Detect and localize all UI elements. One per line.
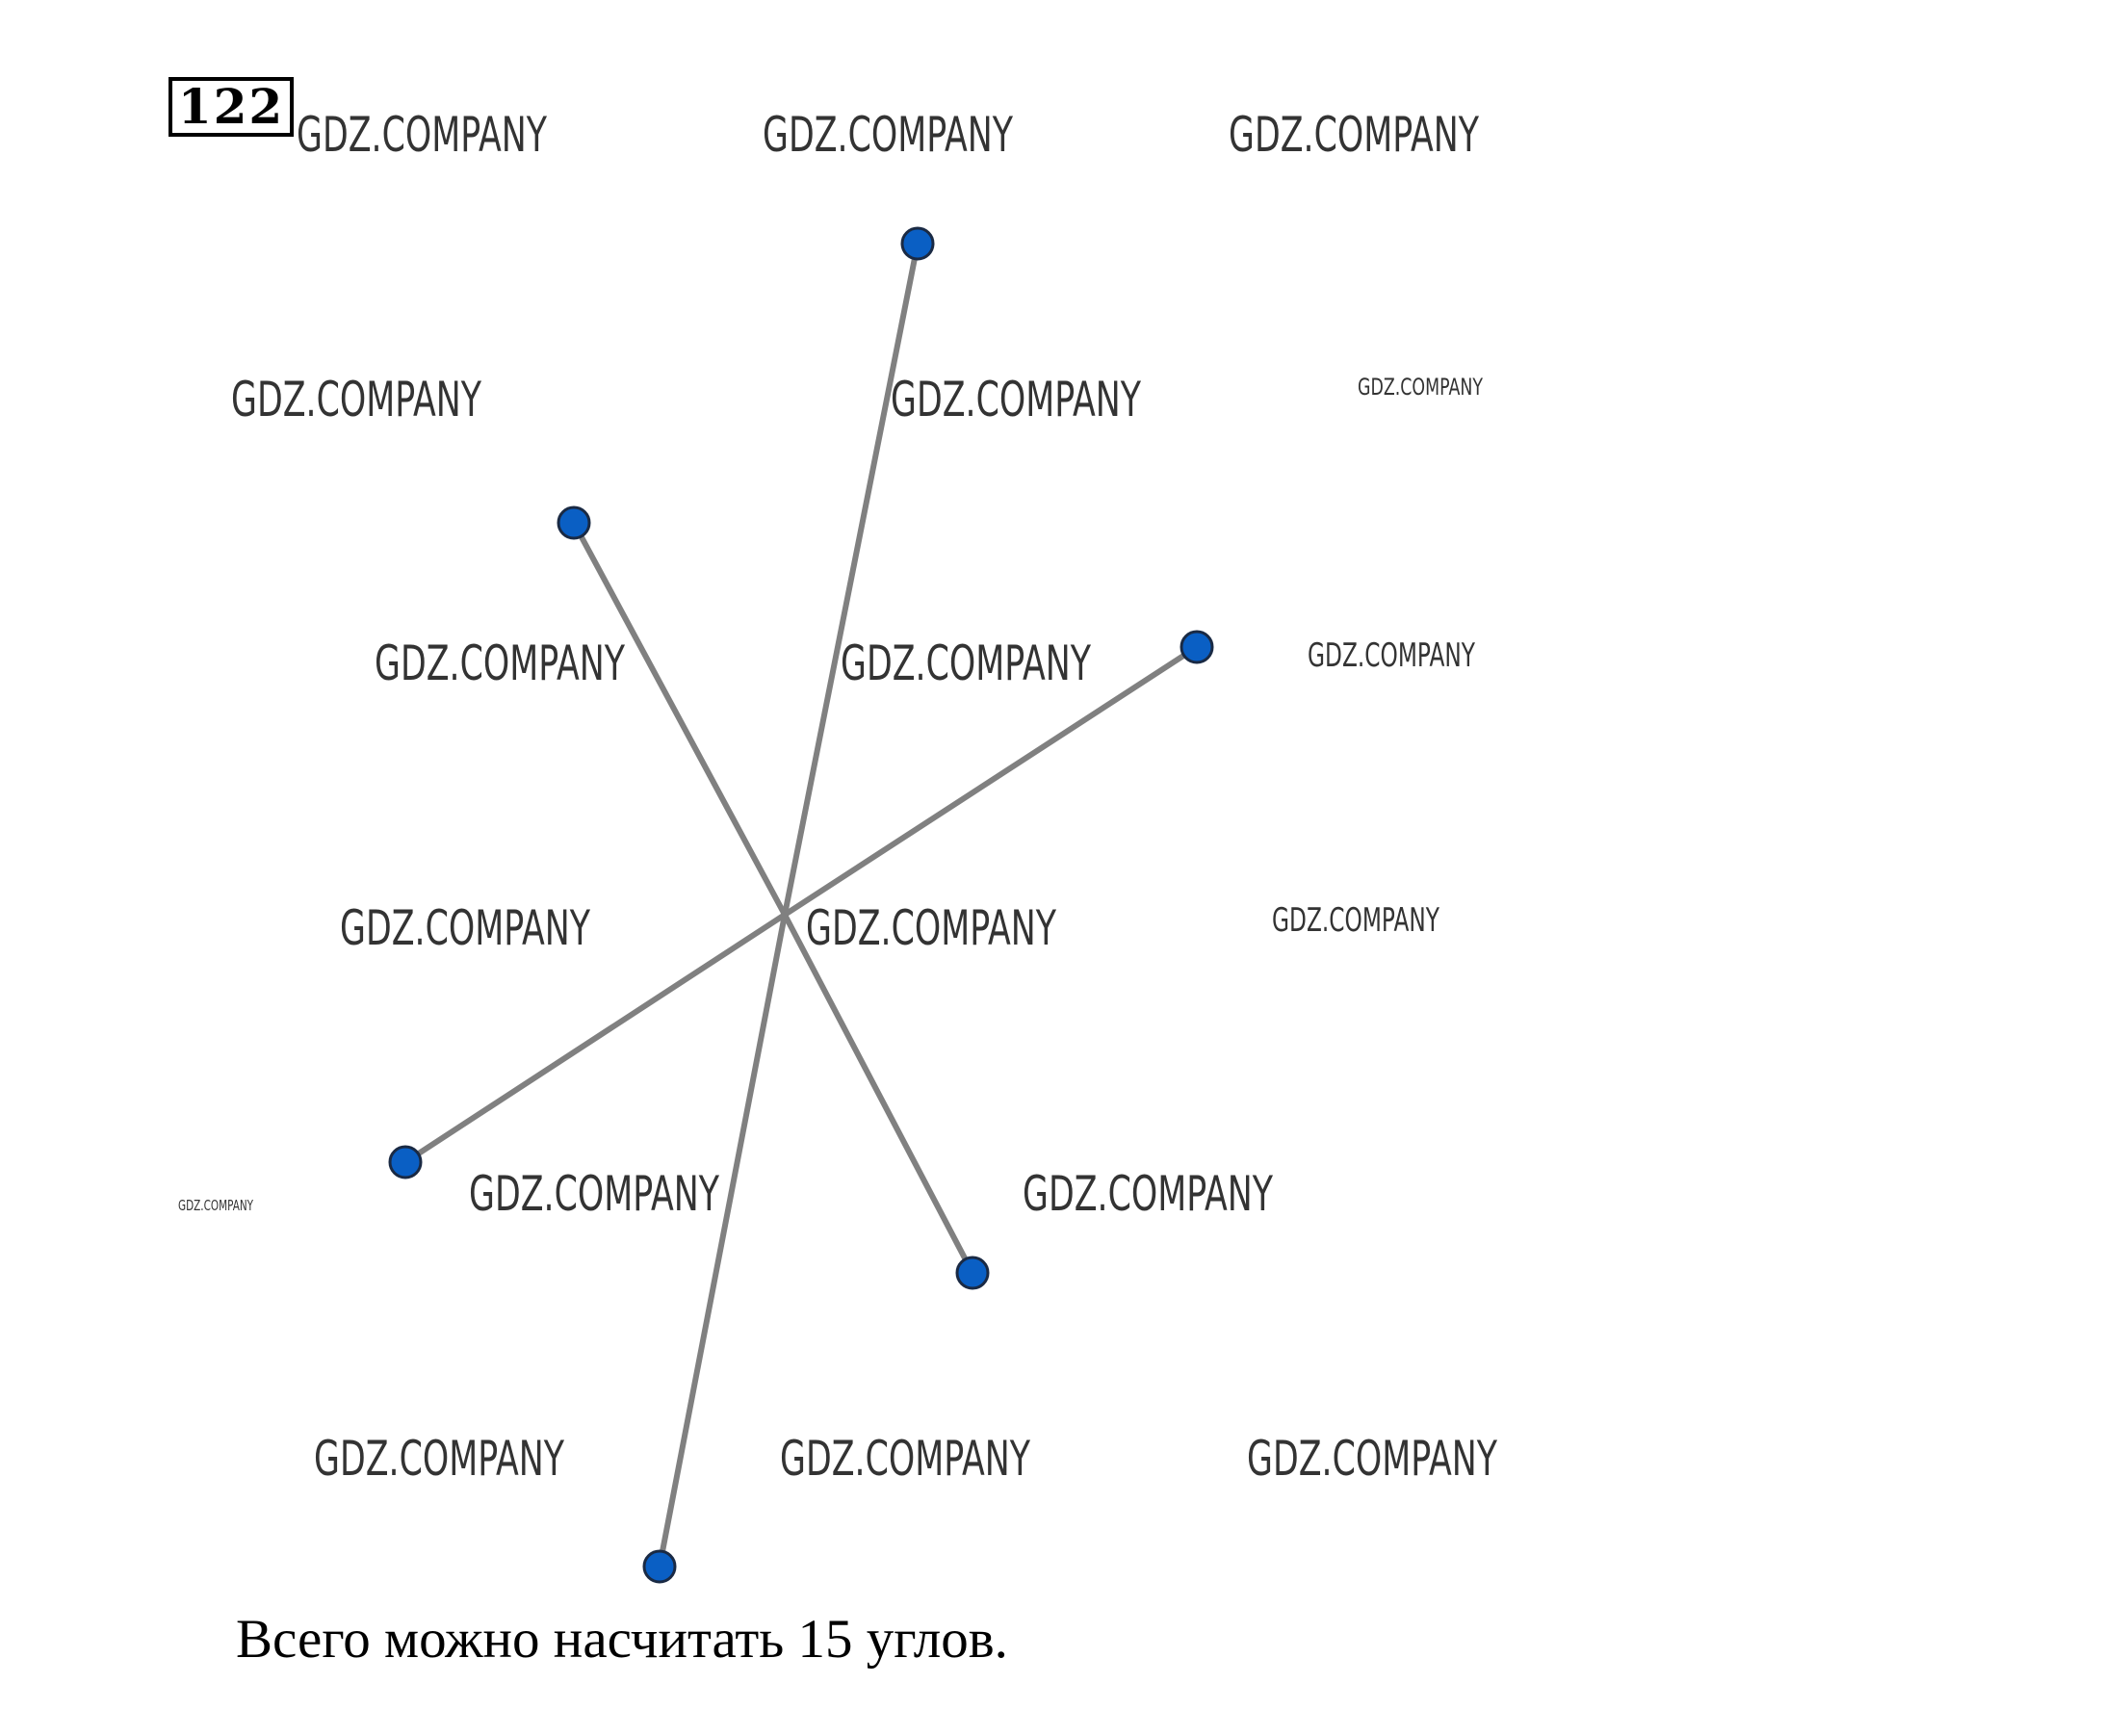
watermark: GDZ.COMPANY (178, 1197, 254, 1214)
ray-top-endpoint (900, 226, 935, 261)
problem-number: 122 (169, 77, 294, 137)
watermark: GDZ.COMPANY (891, 372, 1141, 428)
watermark: GDZ.COMPANY (1247, 1431, 1497, 1487)
rays-group (402, 241, 1200, 1569)
watermark: GDZ.COMPANY (314, 1431, 564, 1487)
ray-bottom-endpoint (642, 1549, 677, 1584)
ray-upper-left (571, 520, 788, 918)
watermark: GDZ.COMPANY (841, 635, 1091, 691)
watermark: GDZ.COMPANY (1272, 901, 1439, 940)
ray-lower-left-endpoint (388, 1145, 423, 1179)
ray-right-endpoint (1180, 630, 1214, 664)
watermark: GDZ.COMPANY (1308, 636, 1475, 675)
answer-text: Всего можно насчитать 15 углов. (236, 1609, 1008, 1670)
watermark: GDZ.COMPANY (780, 1431, 1030, 1487)
watermark: GDZ.COMPANY (1358, 374, 1483, 401)
ray-bottom (657, 912, 788, 1569)
watermark: GDZ.COMPANY (375, 635, 625, 691)
watermark: GDZ.COMPANY (231, 372, 481, 428)
ray-upper-left-endpoint (557, 505, 591, 540)
watermark: GDZ.COMPANY (1229, 107, 1479, 163)
ray-lower-right-endpoint (955, 1256, 990, 1290)
points-group (388, 226, 1214, 1584)
watermark-layer: GDZ.COMPANY GDZ.COMPANY GDZ.COMPANY GDZ.… (178, 107, 1497, 1487)
ray-lower-right (782, 912, 975, 1276)
watermark: GDZ.COMPANY (340, 900, 590, 956)
watermark: GDZ.COMPANY (806, 900, 1056, 956)
watermark: GDZ.COMPANY (763, 107, 1013, 163)
ray-lower-left (402, 912, 788, 1165)
ray-top (782, 241, 920, 918)
watermark: GDZ.COMPANY (297, 107, 547, 163)
watermark: GDZ.COMPANY (469, 1166, 719, 1222)
ray-right (782, 644, 1200, 918)
watermark: GDZ.COMPANY (1023, 1166, 1273, 1222)
